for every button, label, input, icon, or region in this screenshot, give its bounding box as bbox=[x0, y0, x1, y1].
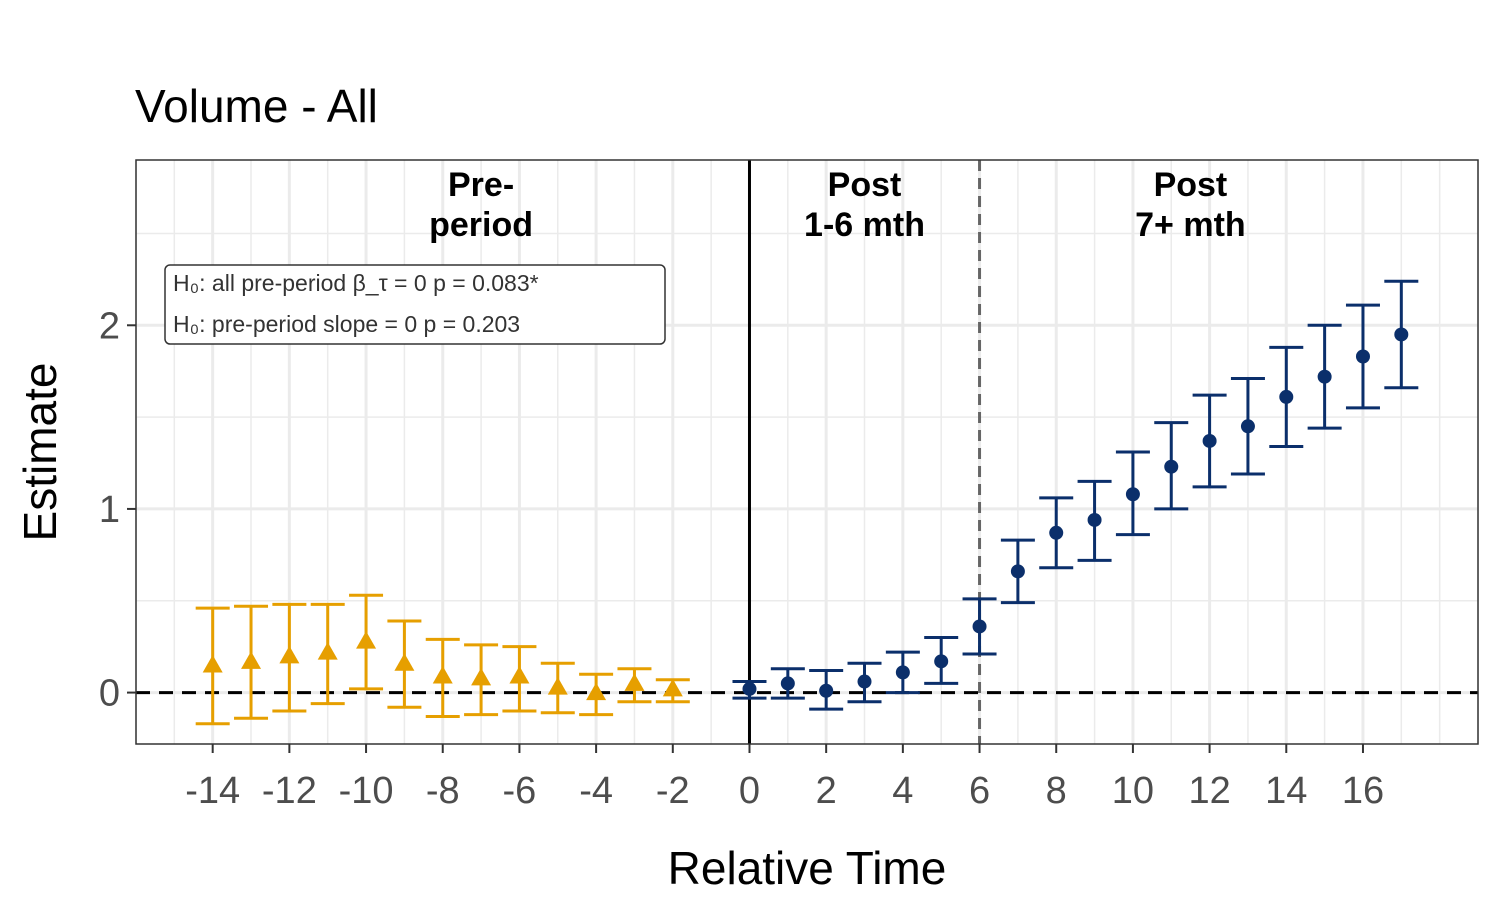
point-marker bbox=[972, 619, 987, 634]
point-marker bbox=[1240, 419, 1255, 434]
point-marker bbox=[1125, 487, 1140, 502]
point-marker bbox=[857, 674, 872, 689]
region-label: Pre- bbox=[448, 166, 514, 204]
region-label: period bbox=[429, 206, 533, 244]
point-marker bbox=[471, 667, 492, 686]
point-marker bbox=[1355, 349, 1370, 364]
point-marker bbox=[895, 665, 910, 680]
data-marks bbox=[195, 279, 1419, 726]
x-tick-label: 4 bbox=[892, 770, 913, 812]
chart-title: Volume - All bbox=[135, 80, 378, 132]
point-marker bbox=[934, 654, 949, 669]
point-marker bbox=[586, 682, 607, 701]
point-marker bbox=[317, 642, 338, 660]
point-marker bbox=[624, 673, 645, 691]
point-marker bbox=[509, 666, 530, 684]
point-marker bbox=[394, 653, 415, 671]
point-marker bbox=[780, 676, 795, 691]
point-marker bbox=[279, 645, 300, 664]
point-marker bbox=[1317, 369, 1332, 384]
point-marker bbox=[241, 651, 262, 669]
x-tick-label: 14 bbox=[1265, 770, 1307, 812]
x-tick-label: 8 bbox=[1046, 770, 1067, 812]
point-marker bbox=[662, 678, 683, 697]
x-tick-label: 10 bbox=[1112, 770, 1154, 812]
point-marker bbox=[432, 666, 453, 684]
point-marker bbox=[547, 677, 568, 695]
x-tick-label: -4 bbox=[579, 770, 613, 812]
point-marker bbox=[1164, 459, 1179, 474]
plot-panel-border bbox=[135, 159, 1479, 745]
hypothesis-line-2: H₀: pre-period slope = 0 p = 0.203 bbox=[173, 311, 520, 337]
point-marker bbox=[1049, 525, 1064, 540]
x-axis-title: Relative Time bbox=[668, 842, 947, 894]
x-tick-label: -14 bbox=[185, 770, 240, 812]
point-marker bbox=[1279, 389, 1294, 404]
y-axis-title: Estimate bbox=[14, 363, 66, 542]
x-tick-label: 6 bbox=[969, 770, 990, 812]
point-marker bbox=[202, 655, 223, 673]
point-marker bbox=[1087, 512, 1102, 527]
point-marker bbox=[1394, 327, 1409, 342]
x-tick-label: 16 bbox=[1342, 770, 1384, 812]
reference-lines bbox=[136, 160, 1478, 744]
hypothesis-line-1: H₀: all pre-period β_τ = 0 p = 0.083* bbox=[173, 270, 539, 296]
region-label: 7+ mth bbox=[1135, 206, 1246, 244]
point-marker bbox=[356, 631, 377, 649]
x-tick-label: -8 bbox=[426, 770, 460, 812]
x-tick-label: -2 bbox=[656, 770, 690, 812]
x-tick-label: 12 bbox=[1188, 770, 1230, 812]
y-tick-label: 2 bbox=[99, 305, 120, 347]
x-tick-label: 0 bbox=[739, 770, 760, 812]
region-label: Post bbox=[1154, 166, 1228, 204]
region-label: Post bbox=[828, 166, 902, 204]
x-tick-label: -6 bbox=[503, 770, 537, 812]
hypothesis-box-frame bbox=[164, 264, 666, 345]
point-marker bbox=[1010, 564, 1025, 579]
x-tick-label: -10 bbox=[339, 770, 394, 812]
point-marker bbox=[1202, 433, 1217, 448]
point-marker bbox=[819, 683, 834, 698]
y-tick-label: 0 bbox=[99, 673, 120, 715]
point-marker bbox=[742, 681, 757, 696]
grid-lines bbox=[135, 160, 1479, 744]
x-tick-label: -12 bbox=[262, 770, 317, 812]
y-tick-label: 1 bbox=[99, 489, 120, 531]
region-label: 1-6 mth bbox=[804, 206, 925, 244]
hypothesis-test-box: H₀: all pre-period β_τ = 0 p = 0.083* H₀… bbox=[164, 264, 666, 345]
x-tick-label: 2 bbox=[816, 770, 837, 812]
